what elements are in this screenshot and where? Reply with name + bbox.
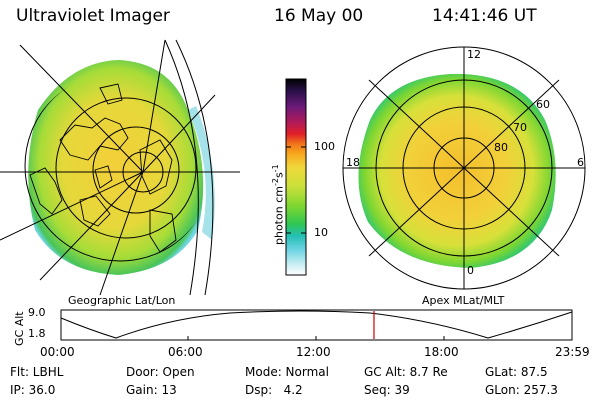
altitude-ytick-bottom: 1.8: [28, 327, 46, 340]
altitude-ytick-top: 9.0: [28, 306, 46, 319]
mlt-label-6: 6: [577, 156, 584, 169]
altitude-ylabel: GC Alt: [13, 311, 26, 346]
status-door: Door: Open: [126, 365, 195, 379]
status-ip: IP: 36.0: [10, 383, 56, 397]
polar-grid: [342, 46, 586, 290]
altitude-xtick-3: 18:00: [424, 345, 459, 359]
status-dsp: Dsp: 4.2: [245, 383, 303, 397]
graticule: [0, 39, 240, 296]
mlt-label-18: 18: [346, 156, 360, 169]
aurora-speckle-left: [188, 106, 215, 240]
mlt-label-12: 12: [467, 48, 481, 61]
geographic-caption: Geographic Lat/Lon: [68, 294, 176, 307]
colorbar-tick-100: 100: [314, 140, 335, 153]
status-filter: Flt: LBHL: [10, 365, 64, 379]
instrument-title: Ultraviolet Imager: [16, 6, 170, 26]
status-glon: GLon: 257.3: [485, 383, 558, 397]
landmass-outlines: [29, 83, 177, 253]
status-gain: Gain: 13: [126, 383, 177, 397]
status-seq: Seq: 39: [364, 383, 410, 397]
mlt-label-0: 0: [467, 264, 474, 277]
apex-caption: Apex MLat/MLT: [422, 294, 505, 307]
time-label: 14:41:46 UT: [432, 6, 537, 26]
date-label: 16 May 00: [274, 6, 364, 26]
aurora-emission-left: [28, 60, 204, 275]
altitude-xtick-0: 00:00: [40, 345, 75, 359]
mlat-label-60: 60: [536, 98, 550, 111]
colorbar-tick-10: 10: [314, 226, 328, 239]
colorbar: [285, 78, 307, 276]
status-mode: Mode: Normal: [245, 365, 329, 379]
mlat-mlt-map: [342, 46, 586, 290]
colorbar-unit-label: photon cm-2s-1: [271, 164, 286, 245]
status-gc-alt: GC Alt: 8.7 Re: [364, 365, 448, 379]
mlat-label-70: 70: [513, 121, 527, 134]
status-glat: GLat: 87.5: [485, 365, 548, 379]
geographic-map: [0, 39, 240, 296]
altitude-plot: [60, 309, 573, 341]
altitude-xtick-4: 23:59: [555, 345, 590, 359]
altitude-xtick-2: 12:00: [296, 345, 331, 359]
mlat-label-80: 80: [494, 141, 508, 154]
altitude-xtick-1: 06:00: [168, 345, 203, 359]
altitude-frame: [60, 309, 573, 341]
altitude-curve: [60, 310, 573, 339]
